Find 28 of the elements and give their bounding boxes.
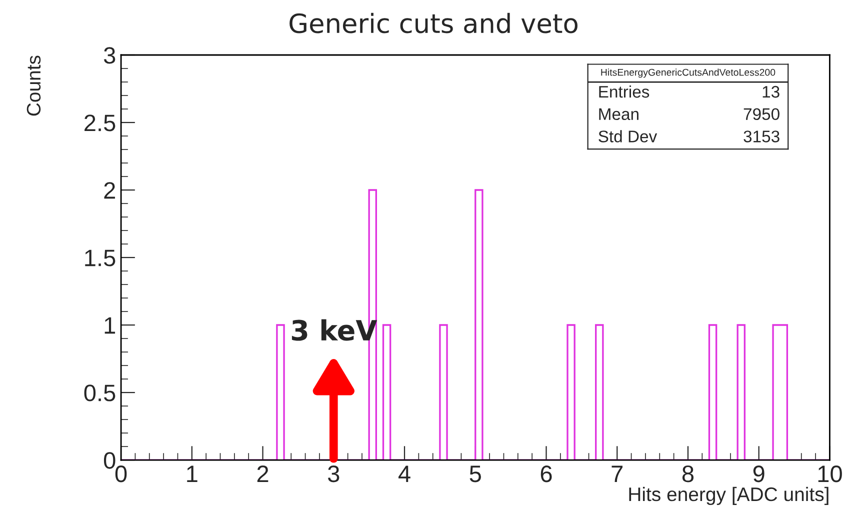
x-tick-label: 1	[187, 466, 198, 482]
x-axis-title: Hits energy [ADC units]	[629, 486, 828, 506]
y-axis-title: Counts	[26, 56, 41, 116]
annotation: Std Dev	[598, 130, 658, 142]
y-tick-label: 2	[104, 182, 115, 199]
x-tick-label: 9	[753, 466, 764, 482]
x-tick-label: 3	[328, 466, 340, 482]
annotation: HitsEnergyGenericCutsAndVetoLess200	[601, 68, 776, 78]
chart-title: Generic cuts and veto	[290, 12, 578, 34]
annotation: Entries	[599, 85, 650, 98]
y-tick-label: 1.5	[85, 250, 116, 266]
x-tick-label: 10	[818, 466, 842, 482]
annotation: Mean	[599, 108, 638, 120]
annotation: 3153	[744, 130, 780, 142]
x-tick-label: 2	[257, 466, 268, 482]
x-tick-label: 0	[115, 466, 127, 482]
x-tick-label: 5	[470, 466, 481, 482]
x-tick-label: 7	[612, 466, 622, 482]
y-tick-label: 0.5	[84, 384, 116, 402]
annotation: 7950	[744, 108, 780, 120]
y-tick-label: 0	[104, 452, 116, 469]
y-tick-label: 1	[104, 317, 116, 334]
x-tick-label: 6	[540, 466, 552, 482]
x-tick-label: 4	[398, 466, 410, 482]
x-tick-label: 8	[682, 466, 694, 482]
annotation: 13	[762, 86, 780, 98]
y-tick-label: 2.5	[84, 114, 116, 132]
y-tick-label: 3	[104, 47, 116, 64]
